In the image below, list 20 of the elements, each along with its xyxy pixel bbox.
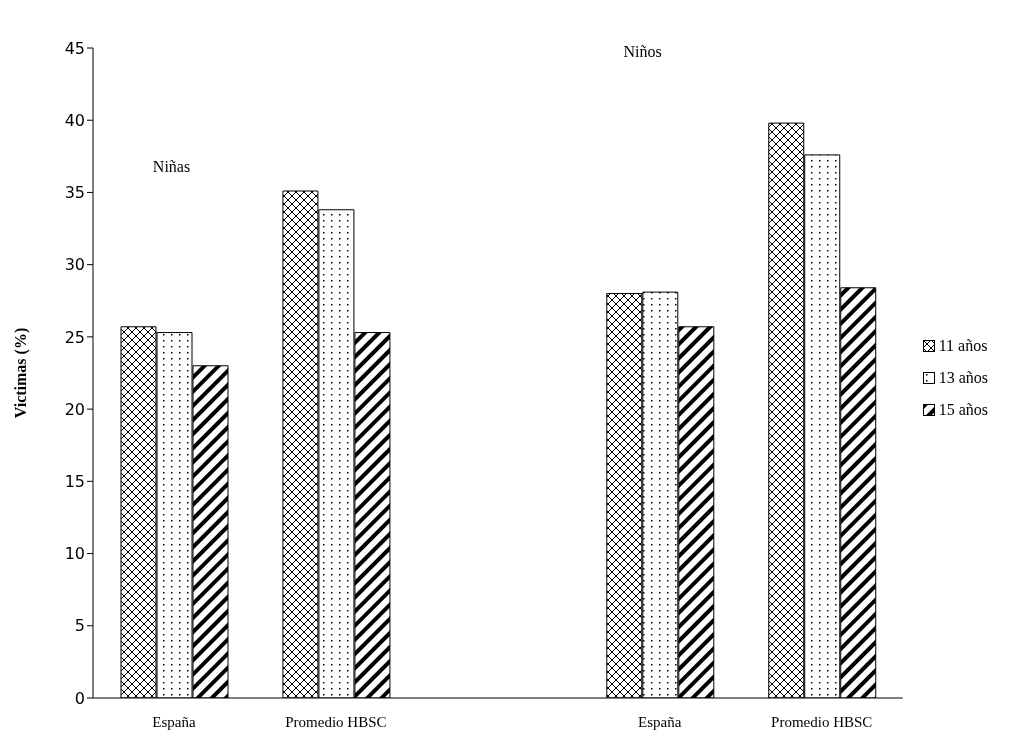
y-tick-label: 20 — [64, 399, 85, 419]
y-tick-label: 25 — [64, 327, 85, 347]
y-tick-label: 10 — [64, 544, 85, 564]
legend-label: 13 años — [938, 369, 988, 387]
y-tick-label: 45 — [64, 38, 85, 58]
annotation: Niñas — [152, 158, 191, 176]
annotation: Niños — [623, 43, 662, 61]
y-tick-label: 15 — [64, 472, 85, 492]
y-tick-label: 35 — [64, 183, 85, 203]
y-tick-label: 0 — [74, 688, 85, 708]
y-tick-label: 30 — [64, 255, 85, 275]
x-tick-label: España — [152, 713, 196, 730]
x-tick-label: España — [638, 713, 682, 730]
y-axis-title: Victimas (%) — [11, 327, 30, 419]
legend-label: 11 años — [938, 337, 988, 355]
y-tick-label: 5 — [74, 616, 85, 636]
x-tick-label: Promedio HBSC — [285, 713, 387, 730]
y-tick-label: 40 — [64, 110, 85, 130]
x-tick-label: Promedio HBSC — [771, 713, 873, 730]
legend-label: 15 años — [938, 401, 988, 419]
